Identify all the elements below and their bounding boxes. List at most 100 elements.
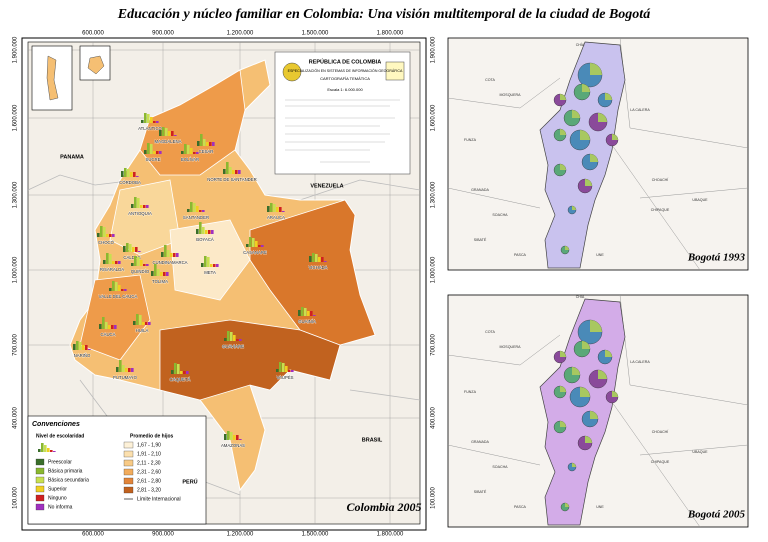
glyph-bar bbox=[44, 445, 47, 452]
bar-glyph bbox=[133, 314, 151, 325]
glyph-bar bbox=[127, 169, 130, 177]
neighbor-borders bbox=[27, 174, 421, 496]
x-coord-label: 1.800.000 bbox=[377, 31, 404, 37]
dept-antioquia bbox=[109, 179, 181, 256]
pie-slice bbox=[598, 370, 607, 379]
bar-glyph bbox=[73, 341, 91, 350]
glyph-bar bbox=[145, 322, 148, 325]
legend-education-title: Nivel de escolaridad bbox=[36, 433, 84, 439]
legend-label: 2,61 - 2,80 bbox=[137, 478, 161, 484]
glyph-bar bbox=[116, 367, 119, 372]
country-label: PANAMA bbox=[60, 154, 84, 160]
glyph-bar bbox=[112, 234, 115, 237]
glyph-bar bbox=[136, 176, 139, 177]
glyph-bar bbox=[187, 209, 190, 212]
place-label: UNE bbox=[596, 505, 604, 509]
glyph-bar bbox=[282, 211, 285, 212]
pie-slice bbox=[605, 350, 612, 357]
place-label: CHIPAQUE bbox=[651, 208, 670, 212]
pie-slice bbox=[560, 351, 566, 357]
glyph-bar bbox=[53, 451, 56, 452]
glyph-bar bbox=[304, 308, 307, 316]
glyph-bar bbox=[140, 205, 143, 208]
glyph-bar bbox=[50, 450, 53, 452]
place-label: SOACHA bbox=[492, 465, 508, 469]
y-coord-label: 1.600.000 bbox=[431, 104, 437, 131]
legend-label: 1,67 - 1,90 bbox=[137, 442, 161, 448]
glyph-bar bbox=[196, 229, 199, 234]
glyph-bar bbox=[227, 431, 230, 440]
glyph-bar bbox=[138, 251, 141, 252]
place-label: SOACHA bbox=[492, 213, 508, 217]
glyph-bar bbox=[159, 151, 162, 154]
glyph-bar bbox=[227, 331, 230, 341]
glyph-bar bbox=[157, 269, 160, 276]
glyph-bar bbox=[229, 167, 232, 174]
bar-glyph bbox=[171, 363, 189, 374]
glyph-bar bbox=[180, 371, 183, 374]
legend-swatch bbox=[123, 441, 134, 449]
glyph-bar bbox=[105, 322, 108, 329]
pie-slice bbox=[612, 391, 618, 397]
place-label: MOSQUERA bbox=[500, 93, 522, 97]
department-label: AMAZONAS bbox=[221, 443, 245, 448]
x-coord-label: 1.200.000 bbox=[227, 31, 254, 37]
legend-title: Convenciones bbox=[32, 421, 80, 428]
glyph-bar bbox=[115, 282, 118, 291]
place-label: PASCA bbox=[514, 505, 527, 509]
glyph-bar bbox=[153, 151, 156, 154]
place-label: CHIPAQUE bbox=[651, 460, 670, 464]
glyph-bar bbox=[148, 322, 151, 325]
glyph-bar bbox=[202, 227, 205, 234]
department-label: META bbox=[204, 270, 216, 275]
glyph-bar bbox=[124, 168, 127, 177]
glyph-bar bbox=[197, 141, 200, 146]
bar-glyph bbox=[121, 168, 139, 177]
glyph-bar bbox=[106, 234, 109, 237]
pie-slice bbox=[582, 341, 590, 349]
glyph-bar bbox=[318, 257, 321, 262]
legend-label: 2,31 - 2,60 bbox=[137, 469, 161, 475]
glyph-bar bbox=[156, 151, 159, 154]
place-label: FUNZA bbox=[464, 138, 477, 142]
bogota-label: Bogotá 2005 bbox=[687, 509, 746, 521]
glyph-bar bbox=[298, 310, 301, 316]
legend-label: Ninguno bbox=[48, 495, 67, 501]
glyph-bar bbox=[177, 364, 180, 374]
glyph-bar bbox=[146, 205, 149, 208]
info-country: REPÚBLICA DE COLOMBIA bbox=[309, 58, 382, 65]
dept-east bbox=[249, 199, 376, 346]
glyph-bar bbox=[233, 335, 236, 341]
department-label: QUINDÍO bbox=[131, 269, 150, 274]
legend-swatch bbox=[123, 450, 134, 458]
department-label: CAUCA bbox=[100, 332, 115, 337]
glyph-bar bbox=[143, 264, 146, 266]
glyph-bar bbox=[150, 117, 153, 123]
info-program: ESPECIALIZACIÓN EN SISTEMAS DE INFORMACI… bbox=[288, 68, 403, 73]
glyph-bar bbox=[126, 243, 129, 252]
glyph-bar bbox=[238, 170, 241, 174]
department-label: CÓRDOBA bbox=[119, 180, 141, 185]
legend-swatch bbox=[123, 477, 134, 485]
glyph-bar bbox=[153, 121, 156, 123]
glyph-bar bbox=[190, 148, 193, 154]
pie-slice bbox=[612, 134, 618, 140]
department-label: RISARALDA bbox=[100, 267, 124, 272]
glyph-bar bbox=[210, 264, 213, 267]
place-label: CHÍA bbox=[576, 43, 585, 47]
glyph-bar bbox=[285, 366, 288, 372]
bar-glyph bbox=[116, 360, 134, 372]
glyph-bar bbox=[209, 142, 212, 146]
glyph-bar bbox=[165, 128, 168, 136]
y-coord-label: 1.000.000 bbox=[13, 256, 19, 283]
glyph-bar bbox=[279, 362, 282, 372]
glyph-bar bbox=[144, 150, 147, 154]
glyph-bar bbox=[183, 371, 186, 374]
bar-glyph bbox=[224, 331, 242, 341]
y-coord-label: 400.000 bbox=[431, 407, 437, 429]
glyph-bar bbox=[109, 288, 112, 291]
place-label: CHOACHÍ bbox=[652, 178, 669, 182]
pie-slice bbox=[580, 387, 590, 397]
glyph-bar bbox=[288, 370, 291, 372]
glyph-bar bbox=[171, 370, 174, 374]
